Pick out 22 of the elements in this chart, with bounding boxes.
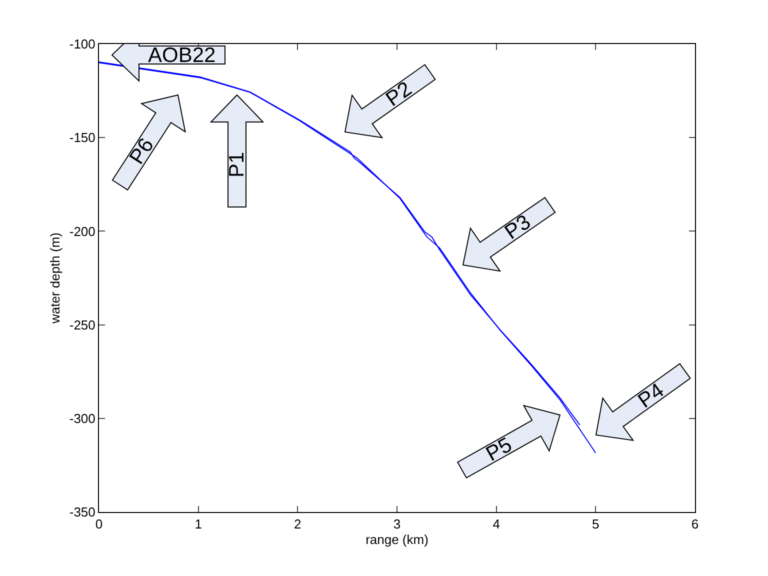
- x-tick-label: 2: [294, 516, 302, 532]
- annotation: P3: [500, 210, 535, 244]
- x-tick-label: 5: [592, 516, 600, 532]
- x-tick-label: 6: [691, 516, 699, 532]
- x-tick-label: 3: [393, 516, 401, 532]
- x-tick-label: 1: [194, 516, 202, 532]
- y-tick-label: -250: [69, 317, 96, 332]
- annotation: P6: [125, 134, 159, 168]
- annotation: P4: [634, 378, 669, 413]
- y-tick-label: -300: [69, 410, 96, 426]
- x-tick-label: 4: [492, 516, 500, 532]
- y-tick-label: -350: [69, 504, 96, 520]
- annotation: P5: [482, 433, 516, 466]
- x-tick-label: 0: [95, 516, 103, 532]
- x-axis-title: range (km): [366, 532, 428, 548]
- y-axis-title: water depth (m): [47, 232, 62, 325]
- y-tick-label: -200: [69, 224, 96, 239]
- y-tick-label: -100: [69, 36, 96, 52]
- annotation: P2: [382, 77, 416, 112]
- y-tick-label: -150: [69, 130, 96, 146]
- annotation: P1: [226, 152, 248, 178]
- annotation: AOB22: [148, 44, 216, 67]
